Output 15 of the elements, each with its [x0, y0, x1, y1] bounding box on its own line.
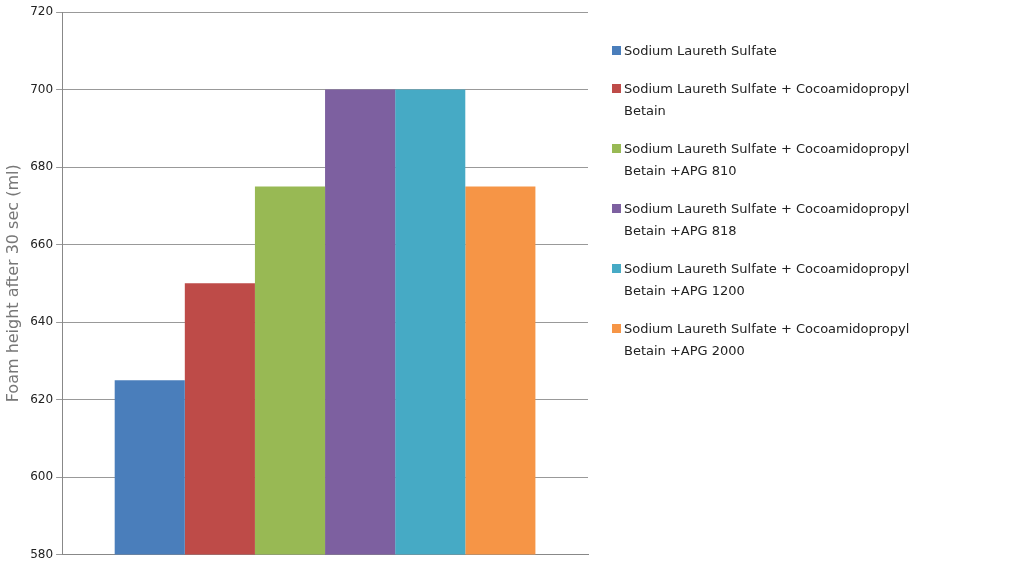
y-axis-title: Foam height after 30 sec (ml): [2, 164, 22, 403]
y-tick-label: 600: [30, 469, 54, 484]
y-tick-label: 620: [30, 391, 54, 406]
legend-label: Sodium Laureth Sulfate + Cocoamidopropyl Betain +APG 810: [624, 140, 911, 180]
y-tick-label: 700: [30, 81, 54, 96]
y-tick-label: 580: [30, 546, 54, 561]
y-tick-label: 640: [30, 314, 54, 329]
legend-label: Sodium Laureth Sulfate + Cocoamidopropyl Betain +APG 818: [624, 200, 911, 240]
legend-label: Sodium Laureth Sulfate + Cocoamidopropyl Betain +APG 2000: [624, 320, 911, 360]
y-tick-label: 680: [30, 159, 54, 174]
legend-label: Sodium Laureth Sulfate: [624, 42, 778, 60]
legend-label: Sodium Laureth Sulfate + Cocoamidopropyl Betain: [624, 80, 911, 120]
y-tick-label: 660: [30, 236, 54, 251]
y-tick-label: 720: [30, 4, 54, 19]
legend-label: Sodium Laureth Sulfate + Cocoamidopropyl Betain +APG 1200: [624, 260, 911, 300]
